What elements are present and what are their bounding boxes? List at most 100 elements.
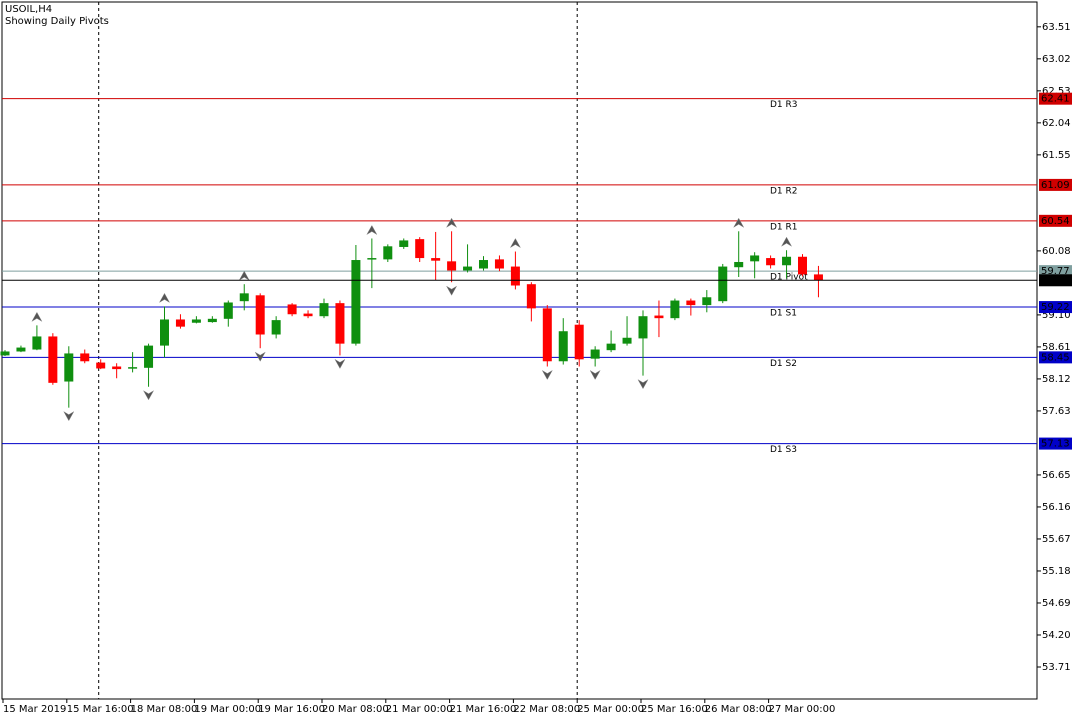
candle-body [16, 347, 26, 352]
fractal-up [509, 238, 522, 249]
candle-body [335, 303, 345, 344]
candle-body [526, 284, 536, 309]
candle-body [255, 295, 265, 335]
y-tick-label: 62.53 [1042, 86, 1071, 97]
fractal-down [254, 351, 266, 362]
pivot-label: D1 S2 [770, 359, 797, 369]
candle-body [654, 315, 664, 319]
price-box [1039, 437, 1072, 450]
price-box-label: 57.13 [1041, 439, 1070, 450]
x-tick-label: 22 Mar 08:00 [513, 704, 580, 715]
price-box-label: 59.22 [1041, 302, 1070, 313]
fractal-down [334, 358, 346, 369]
candle-body [606, 343, 616, 351]
candle-body [351, 260, 361, 344]
pivot-label: D1 S3 [770, 445, 797, 455]
x-tick-label: 15 Mar 2019 [3, 704, 66, 715]
chart-subtitle: Showing Daily Pivots [5, 16, 109, 27]
candle-body [782, 256, 792, 266]
plot-frame [1, 1, 1038, 700]
candle-body [558, 331, 568, 362]
x-tick-label: 15 Mar 16:00 [67, 704, 134, 715]
candle-body [207, 318, 217, 323]
x-tick-label: 25 Mar 00:00 [577, 704, 644, 715]
price-box-label: 62.41 [1041, 94, 1070, 105]
price-box-label: 61.09 [1041, 180, 1070, 191]
candle-body [32, 336, 42, 350]
y-tick-label: 61.55 [1042, 150, 1071, 161]
candle-body [813, 274, 823, 281]
candle-body [766, 258, 776, 266]
candle-body [574, 324, 584, 360]
price-box [1039, 92, 1072, 105]
candle-body [80, 353, 90, 362]
y-tick-label: 54.69 [1042, 598, 1071, 609]
candle-body [239, 293, 249, 302]
candle-body [494, 259, 504, 269]
candle-body [191, 319, 201, 323]
candle-body [399, 240, 409, 247]
x-tick-label: 19 Mar 00:00 [194, 704, 261, 715]
candle-body [96, 362, 106, 369]
y-tick-label: 55.18 [1042, 566, 1071, 577]
price-box-label: 59.63 [1041, 275, 1070, 286]
fractal-up [445, 217, 458, 228]
candle-body [622, 337, 632, 344]
y-tick-label: 59.10 [1042, 310, 1071, 321]
candle-body [479, 260, 488, 269]
y-tick-label: 60.08 [1042, 246, 1071, 257]
candle-body [64, 353, 74, 382]
y-tick-label: 58.12 [1042, 374, 1071, 385]
y-tick-label: 63.02 [1042, 54, 1071, 65]
price-box [1039, 214, 1072, 227]
x-tick-label: 20 Mar 08:00 [322, 704, 389, 715]
fractal-up [238, 270, 250, 281]
x-tick-label: 19 Mar 16:00 [258, 704, 325, 715]
candle-body [303, 313, 313, 317]
y-tick-label: 58.61 [1042, 342, 1071, 353]
fractal-down [637, 378, 649, 390]
candle-body [638, 316, 648, 339]
x-tick-label: 26 Mar 08:00 [705, 704, 772, 715]
candle-body [590, 349, 600, 359]
candle-body [463, 266, 473, 271]
candle-body [510, 266, 520, 286]
price-box-label: 60.54 [1041, 216, 1070, 227]
x-tick-label: 25 Mar 16:00 [641, 704, 708, 715]
candle-body [750, 255, 760, 262]
y-tick-label: 53.71 [1042, 662, 1071, 673]
candle-body [319, 303, 329, 317]
candle-body [415, 239, 425, 259]
candle-body [175, 319, 185, 327]
candle-body [686, 300, 696, 306]
candle-body [383, 246, 393, 260]
fractal-up [733, 217, 745, 228]
y-tick-label: 56.16 [1042, 502, 1071, 513]
price-box-label: 59.77 [1041, 266, 1070, 277]
x-tick-label: 21 Mar 00:00 [386, 704, 453, 715]
y-tick-label: 62.04 [1042, 118, 1071, 129]
price-box [1039, 301, 1072, 314]
pivot-label: D1 R2 [770, 186, 798, 196]
pivot-label: D1 R1 [770, 222, 798, 232]
candle-body [112, 366, 122, 370]
x-tick-label: 27 Mar 00:00 [769, 704, 836, 715]
fractal-up [366, 224, 378, 236]
y-tick-label: 55.67 [1042, 534, 1071, 545]
y-tick-label: 63.51 [1042, 22, 1071, 33]
pivot-label: D1 S1 [770, 309, 797, 319]
fractal-down [589, 369, 601, 381]
candle-body [160, 319, 169, 346]
fractal-down [63, 410, 75, 422]
pivot-label: D1 R3 [770, 100, 798, 110]
chart-title: USOIL,H4 [5, 4, 52, 15]
y-tick-label: 57.63 [1042, 406, 1071, 417]
y-tick-label: 56.65 [1042, 470, 1071, 481]
pivot-label: D1 Pivot [770, 273, 808, 283]
candle-body [718, 266, 728, 302]
candle-body [128, 367, 138, 369]
candle-body [144, 345, 154, 368]
candle-body [542, 308, 552, 362]
